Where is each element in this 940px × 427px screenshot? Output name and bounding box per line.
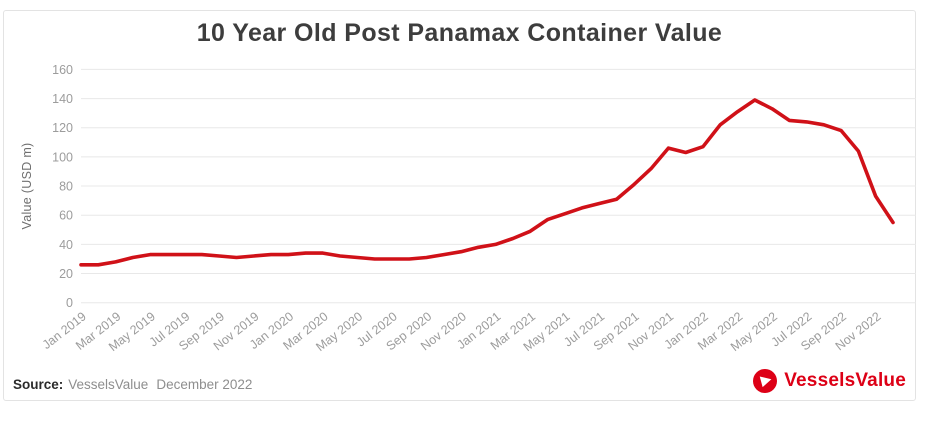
y-tick-label: 40 xyxy=(59,238,73,252)
value-line xyxy=(79,98,895,267)
y-tick-label: 120 xyxy=(52,121,73,135)
chart-title: 10 Year Old Post Panamax Container Value xyxy=(196,19,723,47)
source-name: VesselsValue xyxy=(68,377,149,392)
source-label: Source: xyxy=(13,377,64,392)
y-tick-label: 140 xyxy=(52,92,73,106)
source-date: December 2022 xyxy=(156,377,253,392)
chart-card: 10 Year Old Post Panamax Container Value… xyxy=(3,10,916,401)
y-tick-label: 100 xyxy=(52,150,73,164)
y-axis-title: Value (USD m) xyxy=(20,142,34,229)
vesselsvalue-logo-icon xyxy=(753,369,778,393)
y-tick-label: 20 xyxy=(59,267,73,281)
source-line: Source: VesselsValue December 2022 xyxy=(13,377,252,392)
y-tick-label: 60 xyxy=(59,209,73,223)
y-tick-label: 0 xyxy=(66,296,73,310)
y-tick-label: 80 xyxy=(59,180,73,194)
vesselsvalue-logo-text: VesselsValue xyxy=(784,370,906,391)
vesselsvalue-logo: VesselsValue xyxy=(752,368,906,394)
y-tick-label: 160 xyxy=(52,63,73,77)
